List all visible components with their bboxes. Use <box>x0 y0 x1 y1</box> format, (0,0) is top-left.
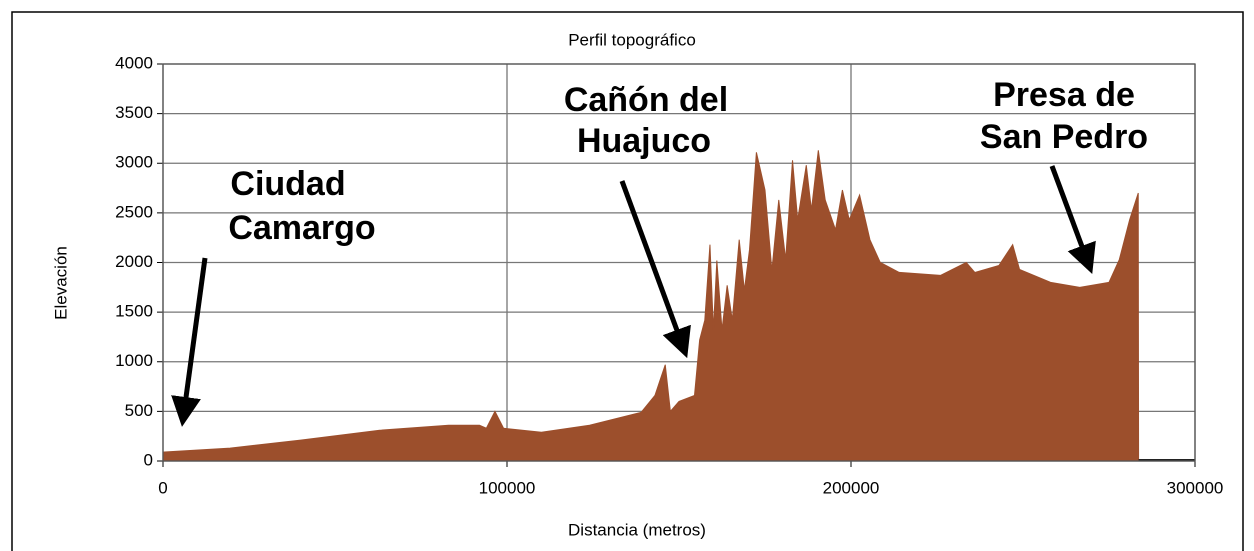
y-tick-label: 2000 <box>115 252 153 271</box>
x-tick-label: 300000 <box>1167 478 1224 497</box>
y-axis-label: Elevación <box>51 246 70 320</box>
area <box>162 150 1195 462</box>
annotation: Ciudad <box>230 165 345 203</box>
annotation: Cañón del <box>564 81 728 119</box>
x-tick-label: 200000 <box>823 478 880 497</box>
y-tick-label: 500 <box>125 401 153 420</box>
annotation: San Pedro <box>980 118 1148 156</box>
plot-border <box>162 63 1196 462</box>
y-tick-label: 4000 <box>115 53 153 72</box>
arrow <box>619 180 691 359</box>
annotation: Huajuco <box>577 122 711 160</box>
y-tick-label: 1500 <box>115 302 153 321</box>
plot-area: 0 500 1000 1500 2000 2500 3000 3500 4000 0 100000 2… <box>115 53 1223 497</box>
y-tick-label: 1000 <box>115 351 153 370</box>
y-tick-label: 0 <box>144 450 153 469</box>
y-tick-label: 3500 <box>115 103 153 122</box>
x-tick-label: 100000 <box>479 478 536 497</box>
x-axis-label: Distancia (metros) <box>568 520 706 539</box>
arrow <box>1049 165 1096 275</box>
x-tick-label: 0 <box>158 478 167 497</box>
annotation: Camargo <box>228 209 375 247</box>
y-tick-label: 3000 <box>115 153 153 172</box>
annotation: Presa de <box>993 76 1135 114</box>
y-tick-label: 2500 <box>115 202 153 221</box>
chart-title: Perfil topográfico <box>568 30 696 49</box>
arrow <box>171 257 208 427</box>
frame <box>11 11 1244 551</box>
